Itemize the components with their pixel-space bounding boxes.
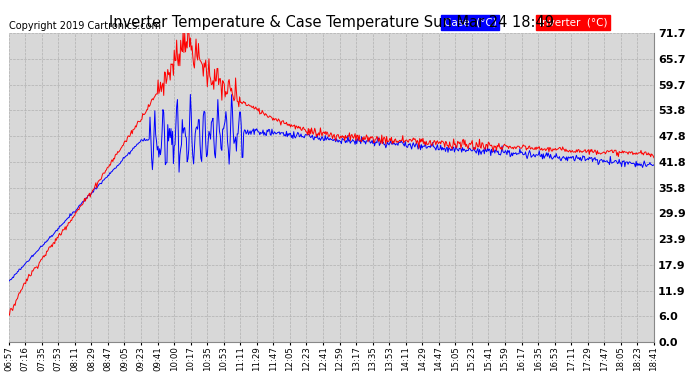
Text: Inverter  (°C): Inverter (°C): [539, 17, 607, 27]
Text: Case  (°C): Case (°C): [444, 17, 496, 27]
Text: Copyright 2019 Cartronics.com: Copyright 2019 Cartronics.com: [9, 21, 161, 31]
Title: Inverter Temperature & Case Temperature Sun Mar 24 18:49: Inverter Temperature & Case Temperature …: [109, 15, 554, 30]
